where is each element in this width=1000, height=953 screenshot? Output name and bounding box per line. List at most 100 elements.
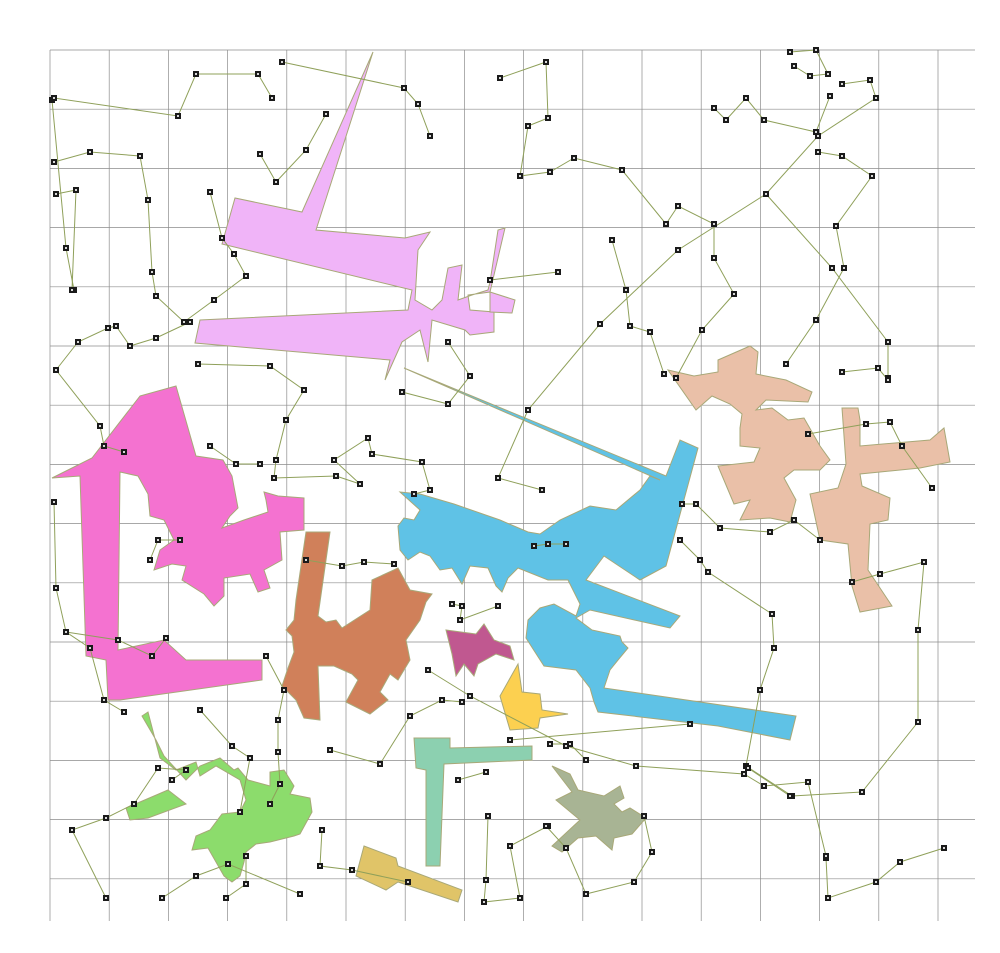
waypoint-marker bbox=[53, 585, 59, 591]
waypoint-marker bbox=[571, 155, 577, 161]
waypoint-marker bbox=[675, 247, 681, 253]
violet-shape-spur bbox=[489, 291, 516, 314]
waypoint-marker bbox=[319, 827, 325, 833]
route-line bbox=[319, 829, 409, 883]
waypoint-marker bbox=[317, 863, 323, 869]
waypoint-marker bbox=[717, 525, 723, 531]
waypoint-marker bbox=[127, 343, 133, 349]
waypoint-marker bbox=[675, 203, 681, 209]
waypoint-marker bbox=[849, 579, 855, 585]
waypoint-marker bbox=[525, 123, 531, 129]
waypoint-marker bbox=[153, 293, 159, 299]
waypoint-marker bbox=[267, 801, 273, 807]
waypoint-marker bbox=[661, 371, 667, 377]
waypoint-marker bbox=[815, 133, 821, 139]
waypoint-marker bbox=[225, 861, 231, 867]
waypoint-marker bbox=[757, 687, 763, 693]
waypoint-marker bbox=[333, 473, 339, 479]
waypoint-marker bbox=[869, 173, 875, 179]
route-line bbox=[199, 709, 251, 813]
sky-blue-shape bbox=[397, 367, 797, 741]
waypoint-marker bbox=[183, 767, 189, 773]
waypoint-marker bbox=[841, 265, 847, 271]
waypoint-marker bbox=[763, 191, 769, 197]
waypoint-marker bbox=[915, 719, 921, 725]
waypoint-marker bbox=[631, 879, 637, 885]
waypoint-marker bbox=[609, 237, 615, 243]
waypoint-marker bbox=[411, 491, 417, 497]
waypoint-marker bbox=[761, 117, 767, 123]
waypoint-marker bbox=[761, 783, 767, 789]
waypoint-marker bbox=[229, 743, 235, 749]
route-line bbox=[499, 61, 549, 177]
waypoint-marker bbox=[153, 335, 159, 341]
route-line bbox=[209, 191, 247, 277]
waypoint-marker bbox=[723, 117, 729, 123]
route-line bbox=[281, 61, 431, 137]
waypoint-marker bbox=[459, 603, 465, 609]
waypoint-marker bbox=[483, 769, 489, 775]
waypoint-marker bbox=[525, 407, 531, 413]
waypoint-marker bbox=[103, 895, 109, 901]
waypoint-marker bbox=[177, 537, 183, 543]
waypoint-marker bbox=[915, 627, 921, 633]
route-line bbox=[51, 73, 273, 117]
waypoint-marker bbox=[419, 459, 425, 465]
waypoint-marker bbox=[555, 269, 561, 275]
waypoint-marker bbox=[887, 419, 893, 425]
waypoint-marker bbox=[597, 321, 603, 327]
waypoint-marker bbox=[693, 501, 699, 507]
waypoint-marker bbox=[641, 813, 647, 819]
waypoint-marker bbox=[449, 601, 455, 607]
waypoint-marker bbox=[63, 629, 69, 635]
waypoint-marker bbox=[699, 327, 705, 333]
waypoint-marker bbox=[163, 635, 169, 641]
route-line bbox=[841, 367, 889, 381]
route-line bbox=[53, 151, 247, 323]
waypoint-marker bbox=[543, 59, 549, 65]
waypoint-marker bbox=[457, 617, 463, 623]
waypoint-marker bbox=[149, 653, 155, 659]
waypoint-marker bbox=[137, 153, 143, 159]
waypoint-marker bbox=[827, 93, 833, 99]
waypoint-marker bbox=[51, 499, 57, 505]
waypoint-marker bbox=[531, 543, 537, 549]
waypoint-marker bbox=[583, 757, 589, 763]
waypoint-marker bbox=[255, 71, 261, 77]
route-line bbox=[483, 815, 549, 903]
waypoint-marker bbox=[369, 451, 375, 457]
peach-shape-b bbox=[809, 407, 951, 613]
waypoint-marker bbox=[929, 485, 935, 491]
waypoint-marker bbox=[105, 325, 111, 331]
waypoint-marker bbox=[467, 373, 473, 379]
waypoint-marker bbox=[921, 559, 927, 565]
waypoint-marker bbox=[399, 389, 405, 395]
waypoint-marker bbox=[247, 755, 253, 761]
waypoint-marker bbox=[517, 173, 523, 179]
waypoint-marker bbox=[207, 189, 213, 195]
waypoint-marker bbox=[567, 741, 573, 747]
waypoint-marker bbox=[859, 789, 865, 795]
waypoint-marker bbox=[697, 557, 703, 563]
waypoint-marker bbox=[97, 423, 103, 429]
waypoint-marker bbox=[487, 277, 493, 283]
waypoint-marker bbox=[873, 879, 879, 885]
waypoint-marker bbox=[833, 223, 839, 229]
waypoint-marker bbox=[539, 487, 545, 493]
waypoint-marker bbox=[231, 251, 237, 257]
waypoint-marker bbox=[267, 363, 273, 369]
waypoint-marker bbox=[323, 111, 329, 117]
waypoint-marker bbox=[825, 895, 831, 901]
waypoint-marker bbox=[791, 517, 797, 523]
waypoint-marker bbox=[197, 707, 203, 713]
waypoint-marker bbox=[87, 645, 93, 651]
waypoint-marker bbox=[899, 443, 905, 449]
waypoint-marker bbox=[483, 877, 489, 883]
waypoint-marker bbox=[705, 569, 711, 575]
waypoint-marker bbox=[115, 637, 121, 643]
waypoint-marker bbox=[619, 167, 625, 173]
route-line bbox=[713, 95, 831, 133]
green-shape bbox=[141, 711, 313, 883]
waypoint-marker bbox=[237, 809, 243, 815]
waypoint-marker bbox=[679, 501, 685, 507]
